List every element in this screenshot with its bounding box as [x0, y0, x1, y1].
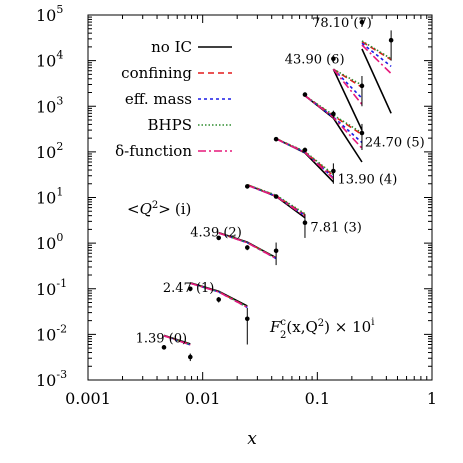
- q2-group-label: 1.39 (0): [136, 332, 188, 347]
- q2-group-label: 7.81 (3): [310, 221, 362, 236]
- data-point: [302, 92, 308, 97]
- curve-no-ic-group-4: [275, 137, 334, 183]
- data-point: [302, 147, 308, 153]
- y-tick-label: 10-1: [36, 277, 67, 299]
- legend-label-eff-mass: eff. mass: [125, 90, 192, 108]
- x-tick-label: 0.01: [185, 389, 221, 408]
- data-point: [359, 83, 365, 89]
- q2-index: (i): [175, 200, 192, 218]
- q2-close: >: [158, 200, 171, 218]
- q2-group-label: 4.39 (2): [190, 225, 242, 240]
- y-tick-label: 10-2: [36, 322, 67, 344]
- curve-delta-function-group-0: [163, 335, 191, 346]
- q2-sup: 2: [152, 200, 158, 211]
- formula-two: 2: [280, 330, 286, 341]
- curve-delta-function-group-7: [361, 44, 392, 75]
- legend-label-no-ic: no IC: [151, 38, 192, 56]
- curve-no-ic-group-3: [246, 184, 306, 219]
- data-points: [161, 18, 394, 362]
- x-axis-title: x: [247, 429, 257, 449]
- curve-eff-mass-group-7: [361, 42, 392, 67]
- q2-group-label: 13.90 (4): [338, 173, 398, 188]
- curve-no-ic-group-6: [332, 68, 363, 131]
- q2-group-label: 78.10 (7): [312, 16, 372, 31]
- data-point: [216, 297, 222, 302]
- curve-eff-mass-group-5: [304, 95, 363, 144]
- formula-sq: 2: [318, 318, 324, 329]
- data-point: [331, 111, 336, 117]
- q2-group-label: 24.70 (5): [365, 135, 425, 150]
- curve-eff-mass-group-0: [163, 335, 191, 346]
- data-point: [388, 37, 394, 43]
- curve-no-ic-group-7: [361, 48, 392, 114]
- x-tick-label: 0.1: [305, 389, 330, 408]
- data-point: [331, 168, 336, 174]
- y-tick-label: 100: [36, 231, 63, 253]
- data-point: [216, 235, 222, 241]
- axis-ticks: 0.001 0.01 0.1 1 10-3 10-2 10-1 100 101 102 103 104…: [36, 3, 437, 408]
- legend-label-bhps: BHPS: [148, 116, 192, 134]
- q2-open: <: [127, 200, 140, 218]
- curve-bhps-group-4: [275, 137, 334, 176]
- y-tick-label: 105: [36, 3, 63, 25]
- group-labels: 1.39 (0) 2.47 (1) 4.39 (2) 7.81 (3) 13.90 (4…: [136, 16, 425, 347]
- curve-confining-group-4: [275, 137, 334, 177]
- data-point: [273, 248, 279, 254]
- formula-f: F: [269, 318, 281, 336]
- formula-i: i: [371, 317, 374, 328]
- curve-delta-function-group-3: [247, 184, 306, 217]
- curve-delta-function-group-5: [304, 95, 363, 149]
- formula-args: (x,Q: [286, 318, 317, 336]
- series-curves: [163, 40, 392, 346]
- curve-confining-group-6: [332, 68, 363, 88]
- data-point: [187, 286, 193, 292]
- x-tick-label: 1: [427, 389, 437, 408]
- curve-no-ic-group-5: [304, 95, 363, 163]
- data-point: [244, 184, 250, 189]
- curve-bhps-group-7: [361, 40, 392, 60]
- data-point: [302, 220, 308, 226]
- data-point: [359, 130, 365, 136]
- x-tick-label: 0.001: [65, 389, 111, 408]
- curve-delta-function-group-6: [332, 68, 363, 105]
- y-tick-label: 104: [36, 49, 63, 71]
- y-tick-label: 10-3: [36, 368, 67, 390]
- y-tick-label: 101: [36, 186, 63, 208]
- data-point: [273, 194, 279, 199]
- data-point: [161, 345, 167, 350]
- formula-c: c: [280, 317, 286, 328]
- curve-delta-function-group-2: [218, 232, 277, 260]
- legend-label-delta-function: δ-function: [115, 142, 192, 160]
- data-point: [273, 136, 279, 142]
- formula-label: Fc 2(x,Q2) × 10i: [269, 317, 374, 341]
- formula-end: ) × 10: [324, 318, 371, 336]
- legend: no IC confining eff. mass BHPS δ-functio…: [115, 38, 232, 160]
- data-point: [187, 354, 193, 360]
- data-point: [244, 316, 250, 322]
- q2-group-label: 43.90 (6): [285, 53, 345, 68]
- y-tick-label: 102: [36, 140, 63, 162]
- q2-group-label: 2.47 (1): [163, 281, 215, 296]
- data-point: [331, 56, 336, 62]
- q2-header: <Q2> (i): [127, 200, 191, 218]
- y-tick-label: 103: [36, 94, 63, 116]
- data-point: [244, 245, 250, 250]
- q2-symbol: Q: [140, 200, 152, 218]
- curve-delta-function-group-1: [190, 282, 248, 309]
- legend-label-confining: confining: [121, 64, 192, 82]
- curve-eff-mass-group-2: [218, 232, 277, 260]
- curve-confining-group-7: [361, 41, 392, 61]
- data-point: [359, 19, 365, 25]
- curve-bhps-group-3: [247, 184, 306, 215]
